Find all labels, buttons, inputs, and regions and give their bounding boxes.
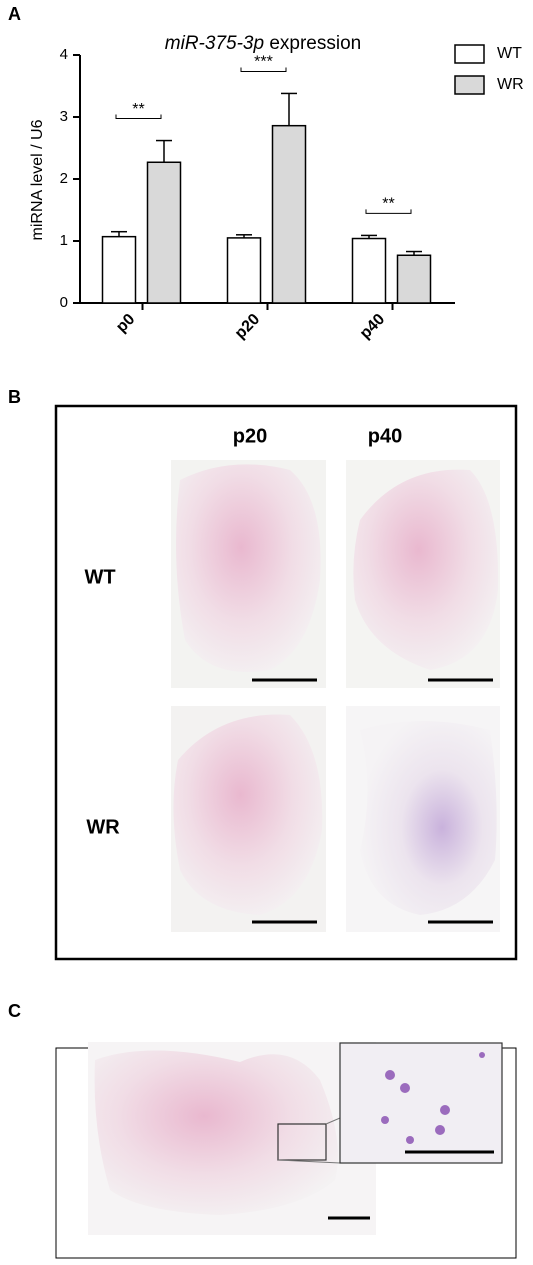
y-tick-label: 4 [60, 46, 68, 63]
panel-label: B [8, 387, 21, 407]
bar [271, 124, 307, 304]
chart-title: miR-375-3p expression [165, 33, 361, 54]
y-tick-label: 3 [60, 108, 68, 125]
column-label: p40 [368, 425, 402, 447]
bar [226, 237, 262, 304]
bar [146, 161, 182, 304]
y-tick-label: 1 [60, 232, 68, 249]
legend-swatch [454, 75, 485, 95]
significance-bracket [115, 114, 162, 120]
bar [351, 237, 387, 304]
legend-swatch [454, 44, 485, 64]
y-tick-label: 0 [60, 294, 68, 311]
significance-label: *** [254, 54, 273, 71]
bar [396, 254, 432, 304]
panel-label: C [8, 1001, 21, 1021]
x-tick-label: p40 [357, 311, 389, 343]
micrograph [346, 706, 500, 932]
significance-bracket [240, 67, 287, 72]
panel-frame [54, 404, 518, 961]
significance-label: ** [382, 196, 394, 213]
bar [101, 235, 137, 304]
x-tick-label: p0 [113, 311, 138, 336]
significance-bracket [365, 209, 412, 214]
micrograph [171, 460, 326, 688]
row-label: WR [86, 816, 120, 838]
inset [339, 1042, 503, 1164]
significance-label: ** [132, 101, 144, 118]
x-tick-label: p20 [232, 311, 264, 343]
chart: 0 1 2 3 4 p0 ** p20 *** p40 ** WT WR [60, 44, 524, 343]
panel-label: A [8, 4, 21, 24]
legend-label: WR [497, 76, 524, 93]
y-axis-label: miRNA level / U6 [29, 119, 46, 240]
column-label: p20 [233, 425, 267, 447]
row-label: WT [84, 566, 115, 588]
y-tick-label: 2 [60, 170, 68, 187]
legend-label: WT [497, 45, 522, 62]
micrograph [171, 706, 326, 932]
micrograph [346, 460, 500, 688]
micrograph [88, 1042, 376, 1235]
